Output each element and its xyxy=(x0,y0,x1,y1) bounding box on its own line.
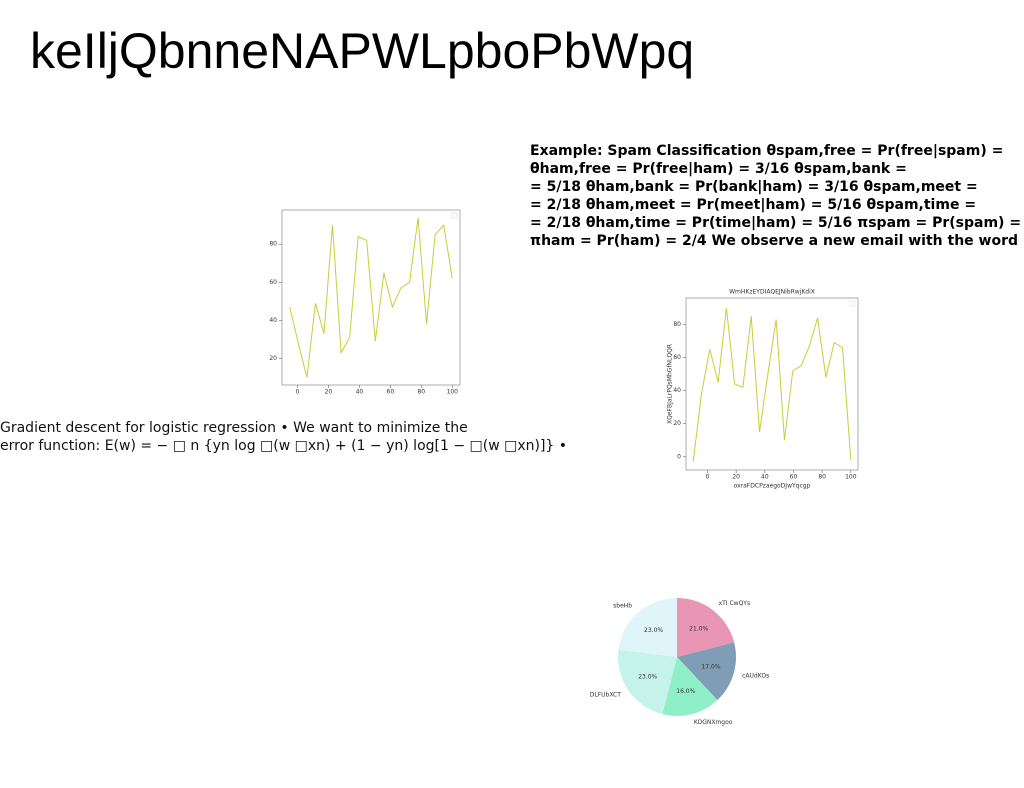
text-line: Gradient descent for logistic regression… xyxy=(0,420,468,436)
x-tick-label: 0 xyxy=(706,474,710,481)
text-line: = 5/18 θham,bank = Pr(bank|ham) = 3/16 θ… xyxy=(530,179,978,195)
x-tick-label: 80 xyxy=(417,389,425,396)
slide-title: keIljQbnneNAPWLpboPbWpq xyxy=(30,23,695,79)
slice-label: sbeHb xyxy=(613,603,632,610)
slice-label: xTI CwQYs xyxy=(719,600,751,607)
text-line: = 2/18 θham,time = Pr(time|ham) = 5/16 π… xyxy=(530,215,1022,231)
plot-frame xyxy=(281,209,461,386)
slice-value-label: 16.0% xyxy=(676,688,695,695)
pie-slice xyxy=(662,657,718,716)
slice-value-label: 23.0% xyxy=(644,627,663,634)
slice-label: DLFUbXCT xyxy=(590,692,621,699)
y-tick-label: 60 xyxy=(673,354,681,361)
x-tick-label: 40 xyxy=(356,389,364,396)
chart-title: WmHKzEYDIAQEJNibRwjKdiX xyxy=(729,289,815,296)
legend-box xyxy=(849,300,856,307)
slice-value-label: 17.0% xyxy=(701,663,720,670)
text-block: Gradient descent for logistic regression… xyxy=(0,419,567,455)
y-tick-label: 40 xyxy=(269,317,277,324)
y-tick-label: 20 xyxy=(269,355,277,362)
pie-slice xyxy=(618,649,677,715)
y-tick-label: 80 xyxy=(673,321,681,328)
line-series xyxy=(289,217,453,378)
pie-slice xyxy=(677,598,735,657)
legend-box xyxy=(451,212,458,219)
slice-value-label: 21.0% xyxy=(689,626,708,633)
slice-value-label: 23.0% xyxy=(638,673,657,680)
x-tick-label: 20 xyxy=(732,474,740,481)
y-tick-label: 80 xyxy=(269,241,277,248)
text-line: error function: E(w) = − □ n {yn log □(w… xyxy=(0,438,568,454)
slice-label: KOGNXmgoo xyxy=(694,719,733,726)
x-tick-label: 60 xyxy=(790,474,798,481)
x-tick-label: 80 xyxy=(818,474,826,481)
y-axis-label: XQeFBJaLrPQsMhGfNLQQR xyxy=(667,344,674,424)
y-tick-label: 60 xyxy=(269,279,277,286)
x-tick-label: 100 xyxy=(845,474,857,481)
text-line: πham = Pr(ham) = 2/4 We observe a new em… xyxy=(530,233,1019,249)
text-block: Example: Spam Classification θspam,free … xyxy=(530,142,1024,250)
plot-frame xyxy=(685,297,859,471)
x-tick-label: 60 xyxy=(387,389,395,396)
pie-slice xyxy=(677,642,736,701)
pie-slice xyxy=(618,598,677,657)
text-line: = 2/18 θham,meet = Pr(meet|ham) = 5/16 θ… xyxy=(530,197,977,213)
x-tick-label: 100 xyxy=(447,389,459,396)
y-tick-label: 20 xyxy=(673,420,681,427)
slice-label: cAUdKOs xyxy=(742,672,769,679)
y-tick-label: 0 xyxy=(677,453,681,460)
x-tick-label: 40 xyxy=(761,474,769,481)
text-line: θham,free = Pr(free|ham) = 3/16 θspam,ba… xyxy=(530,161,907,177)
line-series xyxy=(692,307,852,462)
text-line: Example: Spam Classification θspam,free … xyxy=(530,143,1004,159)
x-tick-label: 20 xyxy=(325,389,333,396)
y-tick-label: 40 xyxy=(673,387,681,394)
x-tick-label: 0 xyxy=(296,389,300,396)
x-axis-label: oxraFDCPzaegoDJwYqcgp xyxy=(734,483,811,490)
